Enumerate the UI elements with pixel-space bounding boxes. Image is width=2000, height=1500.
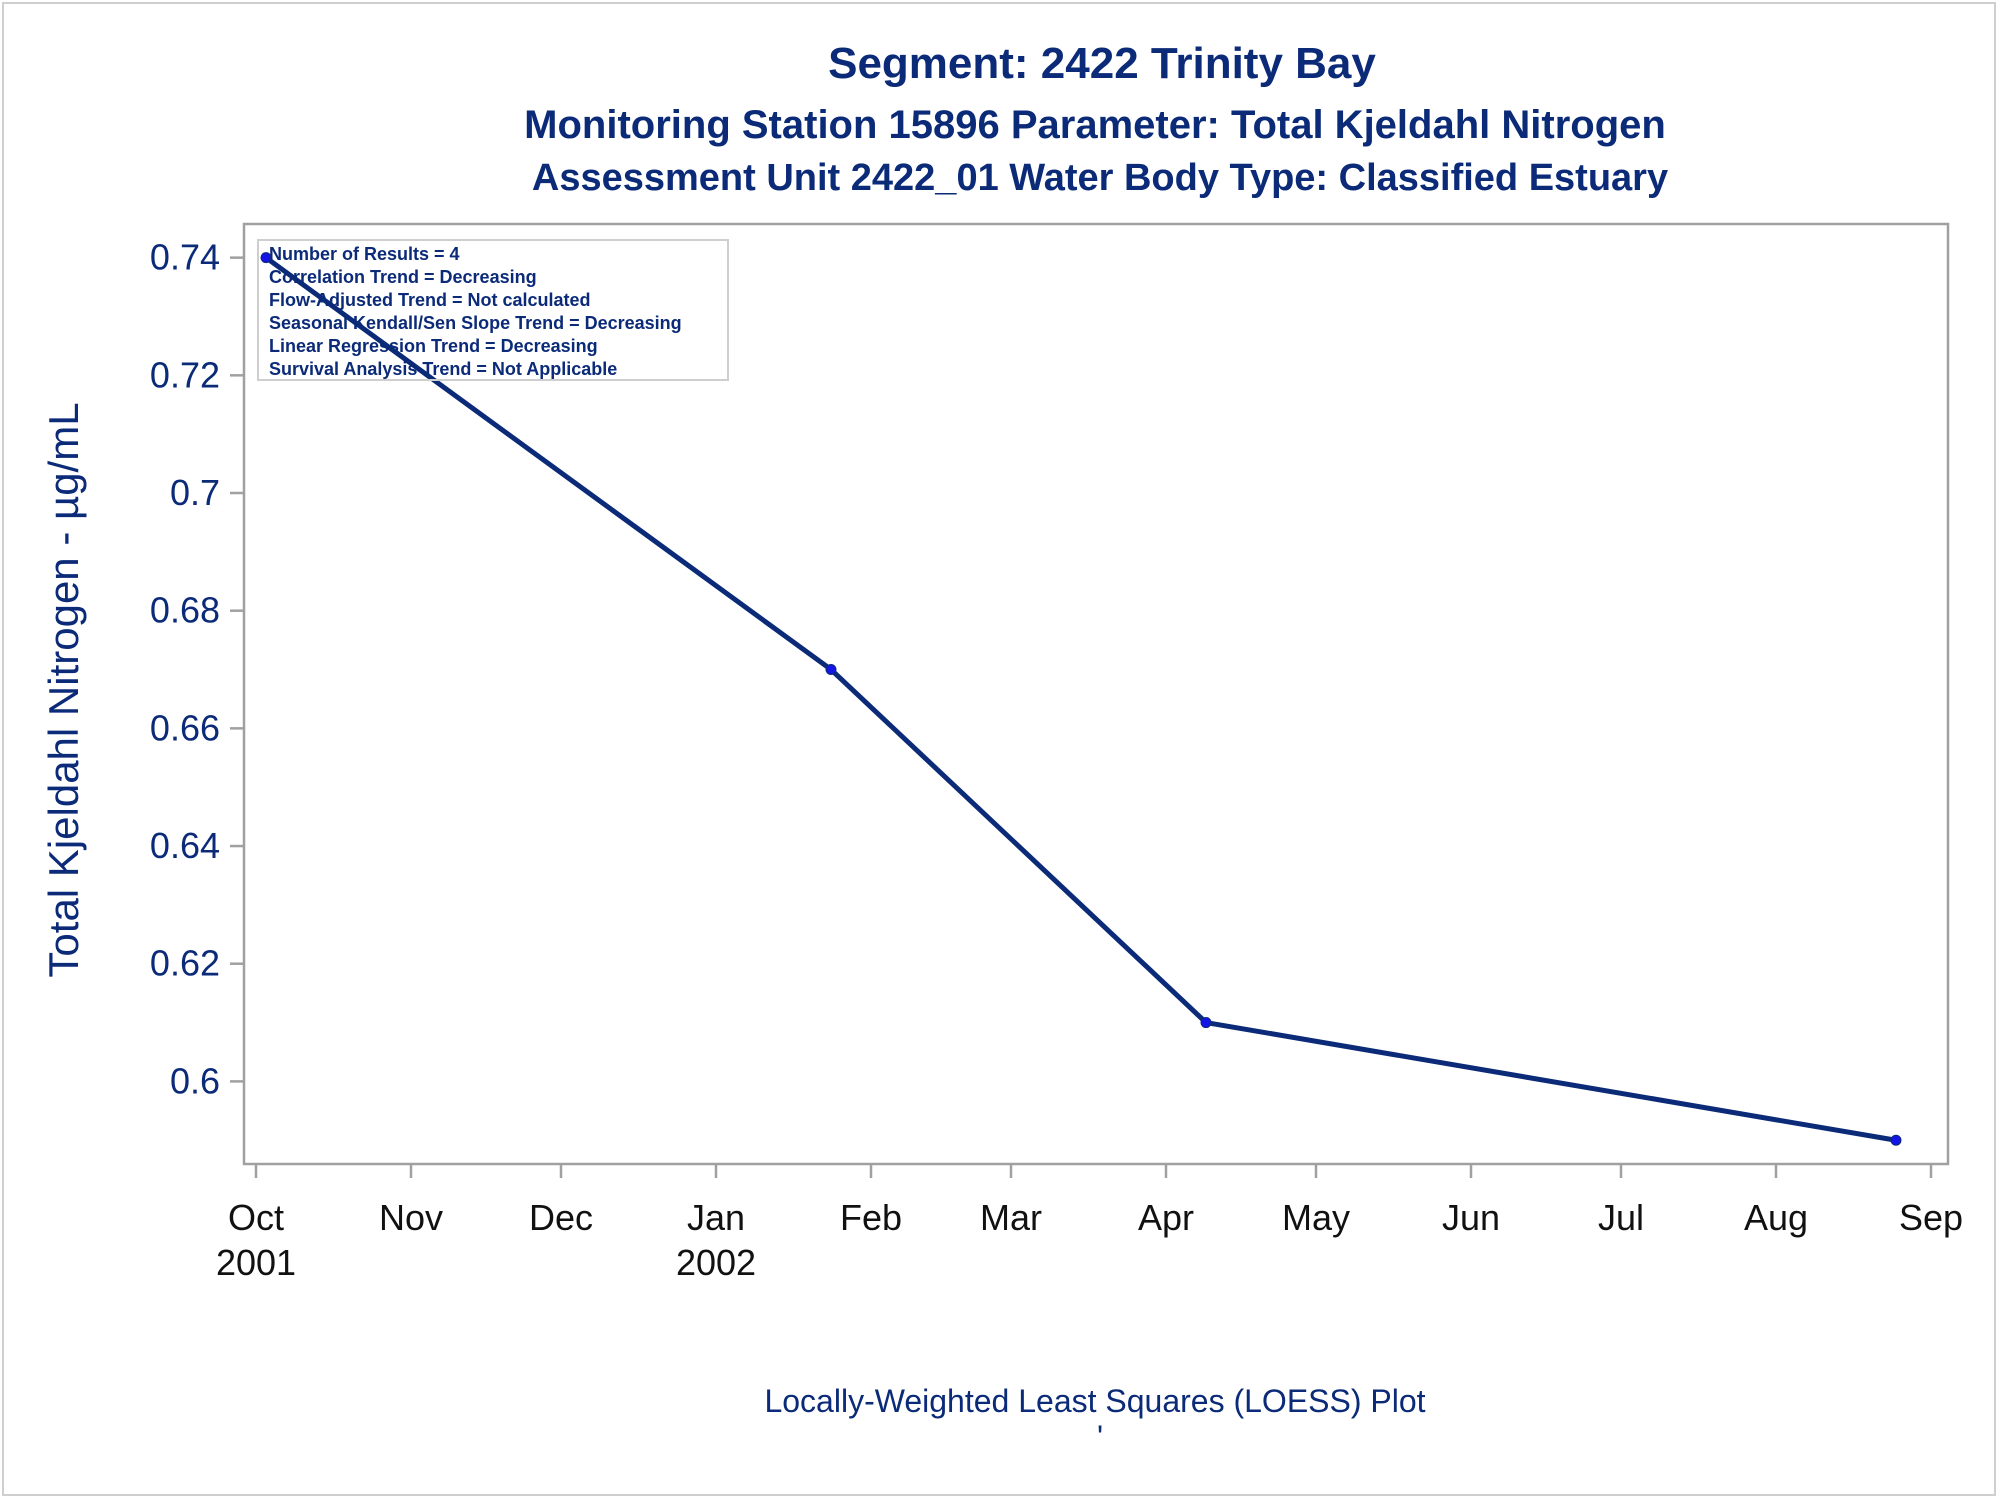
footer-mark: ': [1097, 1419, 1103, 1455]
data-point: [260, 252, 272, 264]
x-tick-label: Sep: [1899, 1197, 1963, 1238]
info-line: Linear Regression Trend = Decreasing: [269, 336, 598, 356]
x-tick-label: Dec: [529, 1197, 593, 1238]
y-tick-label: 0.66: [150, 707, 220, 748]
chart-subtitle: Monitoring Station 15896 Parameter: Tota…: [524, 103, 1666, 147]
x-tick-label: Jan: [687, 1197, 745, 1238]
chart-title: Segment: 2422 Trinity Bay: [828, 39, 1376, 88]
x-tick-label: Aug: [1744, 1197, 1808, 1238]
x-tick-label: Apr: [1138, 1197, 1194, 1238]
series-line: [260, 252, 1902, 1146]
data-point: [1890, 1134, 1902, 1146]
info-line: Number of Results = 4: [269, 244, 460, 264]
y-axis-label: Total Kjeldahl Nitrogen - µg/mL: [40, 402, 87, 977]
x-tick-label: Mar: [980, 1197, 1042, 1238]
y-tick-label: 0.64: [150, 825, 220, 866]
info-line: Survival Analysis Trend = Not Applicable: [269, 359, 617, 379]
info-box-border: [257, 239, 729, 381]
info-box: Number of Results = 4 Correlation Trend …: [257, 239, 729, 381]
info-line: Correlation Trend = Decreasing: [269, 267, 537, 287]
x-tick-label: Feb: [840, 1197, 902, 1238]
y-tick-label: 0.62: [150, 943, 220, 984]
info-line: Seasonal Kendall/Sen Slope Trend = Decre…: [269, 313, 682, 333]
y-axis-ticks: 0.74 0.72 0.7 0.68 0.66 0.64 0.62 0.6: [150, 237, 244, 1101]
x-tick-label: May: [1282, 1197, 1350, 1238]
x-tick-year-label: 2002: [676, 1242, 756, 1283]
x-tick-label: Jul: [1598, 1197, 1644, 1238]
data-point: [825, 664, 837, 676]
chart-subtitle-2: Assessment Unit 2422_01 Water Body Type:…: [532, 157, 1668, 199]
y-tick-label: 0.6: [170, 1060, 220, 1101]
x-tick-label: Jun: [1442, 1197, 1500, 1238]
series-polyline: [263, 255, 1899, 1143]
x-tick-label: Oct: [228, 1197, 284, 1238]
y-tick-label: 0.7: [170, 472, 220, 513]
plot-area: [242, 222, 1950, 1166]
y-tick-label: 0.72: [150, 354, 220, 395]
x-tick-label: Nov: [379, 1197, 443, 1238]
y-tick-label: 0.74: [150, 237, 220, 278]
y-tick-label: 0.68: [150, 590, 220, 631]
x-tick-year-label: 2001: [216, 1242, 296, 1283]
info-line: Flow-Adjusted Trend = Not calculated: [269, 290, 591, 310]
data-point: [1200, 1017, 1212, 1029]
chart-footer: Locally-Weighted Least Squares (LOESS) P…: [764, 1383, 1425, 1419]
